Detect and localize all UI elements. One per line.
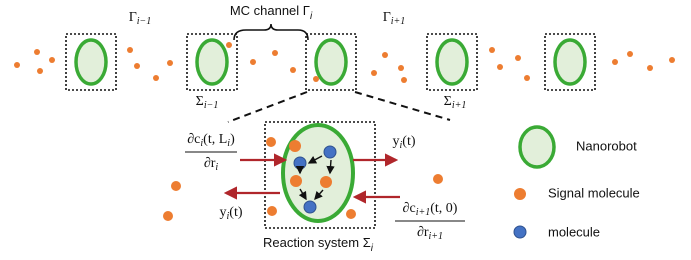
text-part: )	[230, 132, 235, 147]
dot	[669, 57, 675, 63]
dot	[226, 42, 232, 48]
dot	[290, 175, 302, 187]
dot	[272, 50, 278, 56]
dot	[153, 75, 159, 81]
label: Γi+1	[383, 10, 406, 27]
dot	[313, 76, 319, 82]
text-part: Σ	[444, 94, 452, 109]
text-part: MC channel Γ	[230, 3, 310, 18]
dot	[127, 47, 133, 53]
nanorobot	[283, 125, 353, 221]
label: ∂ci+1(t, 0)	[403, 201, 458, 218]
label: Σi−1	[196, 94, 219, 111]
dot	[289, 140, 301, 152]
text-part: Σ	[196, 94, 204, 109]
subscript: i+1	[452, 100, 467, 111]
subscript: i−1	[137, 16, 152, 27]
subscript: i	[310, 11, 313, 22]
legend: Nanorobot Signal molecule molecule	[514, 127, 640, 239]
dot	[398, 65, 404, 71]
dot	[489, 47, 495, 53]
dot	[134, 63, 140, 69]
label: MC channel Γi	[230, 3, 313, 21]
dot	[320, 176, 332, 188]
legend-signal	[514, 188, 526, 200]
subscript: i	[371, 243, 374, 254]
label: Γi−1	[129, 10, 152, 27]
brace	[234, 24, 308, 40]
dot	[627, 51, 633, 57]
dot	[304, 201, 316, 213]
text-part: ∂r	[417, 225, 429, 240]
nanorobot	[437, 40, 467, 84]
dot	[433, 174, 443, 184]
dot	[290, 67, 296, 73]
text-part: ∂c	[187, 132, 200, 147]
text-part: (t)	[229, 205, 243, 220]
subscript: i+1	[391, 16, 406, 27]
dot	[49, 57, 55, 63]
subscript: i+1	[429, 231, 444, 242]
nanorobot	[316, 40, 346, 84]
text-part: (t)	[402, 134, 416, 149]
text-part: Γ	[383, 10, 391, 25]
dot	[647, 65, 653, 71]
label: ∂ri+1	[417, 225, 443, 242]
dot	[294, 157, 306, 169]
dot	[371, 70, 377, 76]
legend-label: Signal molecule	[548, 185, 640, 200]
subscript: i	[215, 162, 218, 173]
label: Σi+1	[444, 94, 467, 111]
dot	[171, 181, 181, 191]
text-part: ∂c	[403, 201, 416, 216]
dot	[346, 209, 356, 219]
nanorobot	[555, 40, 585, 84]
subscript: i+1	[416, 207, 431, 218]
dot	[163, 211, 173, 221]
text-part: Reaction system Σ	[263, 235, 371, 250]
dot	[167, 60, 173, 66]
label: ∂ri	[204, 156, 219, 173]
dot	[14, 62, 20, 68]
zoom-line	[228, 92, 307, 122]
dot	[515, 55, 521, 61]
dot	[250, 59, 256, 65]
dot	[34, 49, 40, 55]
dot	[497, 64, 503, 70]
dot	[524, 75, 530, 81]
text-part: Γ	[129, 10, 137, 25]
caption: Reaction system Σi	[263, 235, 374, 253]
arrow	[330, 160, 331, 173]
dot	[266, 137, 276, 147]
nanorobot	[76, 40, 106, 84]
dot	[382, 52, 388, 58]
label: yi(t)	[393, 134, 416, 151]
zoom-line	[355, 92, 450, 120]
nanorobot	[197, 40, 227, 84]
channel-row	[14, 24, 675, 122]
legend-label: molecule	[548, 224, 600, 239]
legend-molecule	[514, 226, 526, 238]
diagram: Nanorobot Signal molecule molecule Γi−1 …	[0, 0, 691, 260]
text-part: (t, 0)	[430, 201, 458, 216]
dot	[324, 146, 336, 158]
label: yi(t)	[220, 205, 243, 222]
dot	[267, 206, 277, 216]
text-part: ∂r	[204, 156, 216, 171]
legend-nanorobot	[520, 127, 554, 167]
subscript: i−1	[204, 100, 219, 111]
dot	[401, 77, 407, 83]
text-part: y	[393, 134, 400, 149]
label: ∂ci(t, Li)	[187, 132, 235, 149]
text-part: y	[220, 205, 227, 220]
text-part: (t, L	[203, 132, 227, 147]
dot	[612, 59, 618, 65]
legend-label: Nanorobot	[576, 138, 637, 153]
dot	[37, 68, 43, 74]
